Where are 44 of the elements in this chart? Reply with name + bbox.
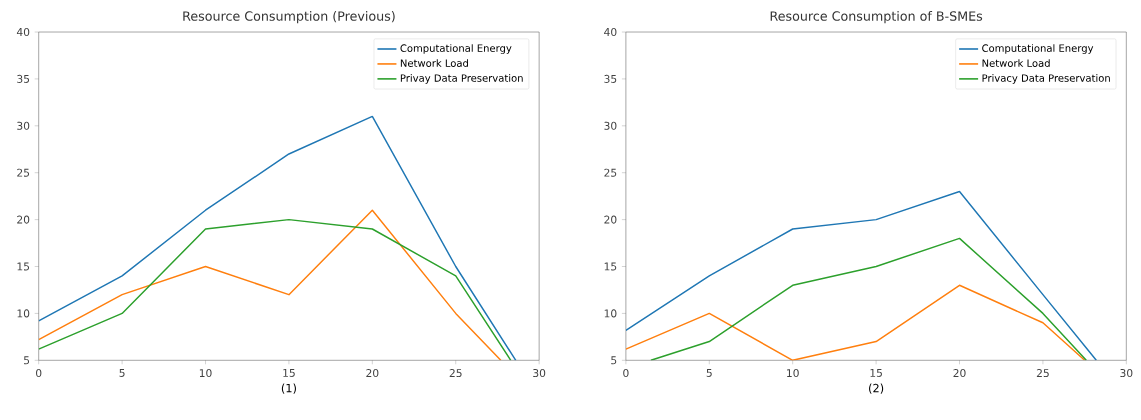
y-tick-label: 35 [604,74,617,83]
x-tick-label: 10 [199,368,212,377]
x-tick-label: 15 [283,368,295,377]
y-tick-label: 30 [604,121,617,130]
line-series [650,237,1088,361]
y-tick-label: 10 [17,309,30,318]
x-axis-title: (1) [281,383,296,394]
x-tick-label: 20 [366,368,379,377]
y-tick-label: 35 [17,74,30,83]
x-tick-label: 30 [533,368,546,377]
x-tick-label: 0 [623,368,629,377]
y-tick-label: 5 [24,356,30,365]
legend-label: Privay Data Preservation [400,73,523,84]
x-tick-label: 5 [119,368,125,377]
y-tick-label: 15 [17,262,30,271]
line-series [625,190,1098,361]
y-tick-label: 25 [604,168,617,177]
y-tick-label: 5 [611,356,617,365]
line-series [625,284,1086,361]
y-tick-label: 40 [604,27,617,36]
y-tick-label: 10 [604,309,617,318]
y-tick-label: 20 [604,215,617,224]
chart-title: Resource Consumption of B-SMEs [770,10,983,24]
legend-label: Privacy Data Preservation [982,73,1110,84]
chart-title: Resource Consumption (Previous) [183,10,395,24]
y-tick-label: 15 [604,262,617,271]
x-tick-label: 20 [953,368,966,377]
y-tick-label: 40 [16,27,30,36]
line-series [38,115,517,361]
x-tick-label: 0 [36,368,42,377]
y-tick-label: 25 [17,168,30,177]
y-tick-label: 20 [17,215,30,224]
x-tick-label: 30 [1120,368,1133,377]
legend-label: Computational Energy [400,44,512,54]
y-tick-label: 30 [17,121,30,130]
legend-label: Network Load [400,58,468,67]
x-tick-label: 10 [787,368,799,377]
x-tick-label: 5 [706,368,712,377]
x-tick-label: 25 [449,368,462,377]
legend-label: Computational Energy [982,44,1094,54]
x-tick-label: 15 [870,368,882,377]
legend-label: Network Load [982,58,1050,67]
x-axis-title: (2) [869,383,884,394]
x-tick-label: 25 [1036,368,1049,377]
